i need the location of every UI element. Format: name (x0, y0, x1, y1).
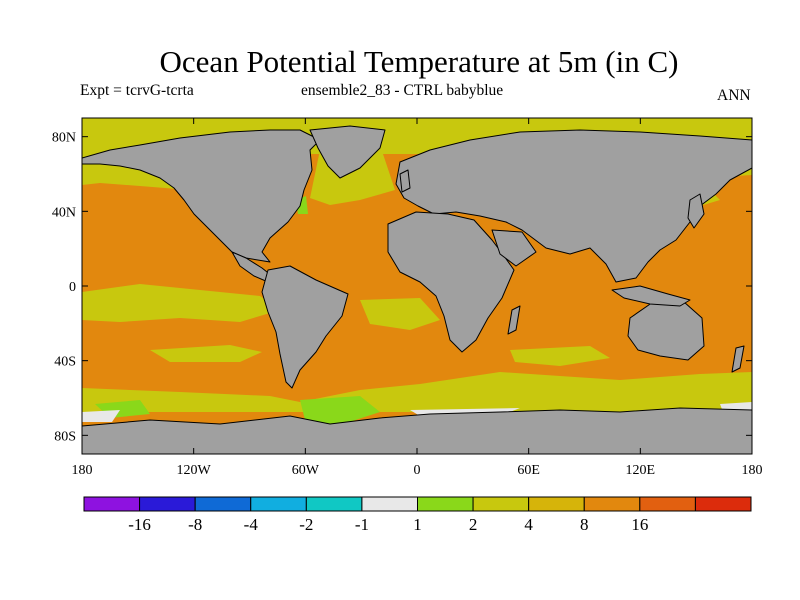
axis-ticks: 180 120W 60W 0 60E 120E 180 80N 40N 0 40S 80S (52, 118, 763, 478)
uk (399, 169, 411, 193)
weddell-green-patch (300, 396, 380, 425)
experiment-label: Expt = tcrvG-tcrta (80, 82, 194, 99)
colorbar-swatch (194, 496, 252, 512)
x-tick-label: 60W (292, 463, 320, 478)
colorbar-label: -1 (355, 515, 369, 534)
south-atlantic-yellow-band (360, 298, 440, 330)
south-america (261, 265, 349, 389)
japan (687, 193, 705, 229)
colorbar-swatch (83, 496, 141, 512)
colorbar-swatch (139, 496, 196, 512)
case-label: ensemble2_83 - CTRL babyblue (301, 82, 504, 99)
colorbar-swatch (694, 496, 752, 512)
southern-ocean-yellow-band (82, 372, 752, 412)
colorbar-swatch (639, 496, 696, 512)
north-america (82, 129, 321, 263)
colorbar-label: 16 (631, 515, 648, 534)
x-tick-label: 120E (626, 463, 656, 478)
tropical-pacific-yellow-band (82, 284, 280, 322)
y-tick-label: 80N (52, 131, 76, 146)
x-tick-label: 60E (517, 463, 540, 478)
chart-title: Ocean Potential Temperature at 5m (in C) (159, 44, 679, 79)
madagascar (507, 305, 521, 335)
arabian-peninsula (491, 229, 537, 267)
south-pacific-yellow-patch (150, 345, 262, 362)
colorbar-swatch (472, 496, 530, 512)
x-tick-label: 120W (177, 463, 212, 478)
colorbar-swatch (528, 496, 585, 512)
colorbar-label: -16 (128, 515, 151, 534)
colorbar-label: -8 (188, 515, 202, 534)
africa (387, 211, 515, 353)
antarctica (82, 407, 752, 454)
y-tick-label: 40S (54, 355, 76, 370)
season-label: ANN (717, 87, 751, 104)
colorbar-swatch (250, 496, 307, 512)
indonesia (611, 285, 691, 307)
colorbar-swatch (305, 496, 363, 512)
colorbar: -16 -8 -4 -2 -1 1 2 4 8 16 (83, 496, 752, 534)
eurasia (395, 129, 752, 283)
y-tick-label: 40N (52, 205, 76, 220)
y-tick-label: 0 (69, 280, 76, 295)
y-tick-label: 80S (54, 429, 76, 444)
colorbar-label: 2 (469, 515, 478, 534)
ross-sea-white-patch (82, 410, 120, 422)
land-mask (82, 125, 752, 454)
colorbar-label: 1 (413, 515, 422, 534)
colorbar-label: -4 (244, 515, 259, 534)
colorbar-swatch (583, 496, 641, 512)
x-tick-label: 180 (72, 463, 93, 478)
x-tick-label: 180 (742, 463, 763, 478)
colorbar-label: 4 (524, 515, 533, 534)
colorbar-label: 8 (580, 515, 589, 534)
colorbar-label: -2 (299, 515, 313, 534)
new-zealand (731, 345, 745, 373)
indian-ocean-yellow-patch (510, 346, 610, 366)
map-area (82, 118, 752, 454)
colorbar-swatch (417, 496, 474, 512)
colorbar-swatch (361, 496, 418, 512)
greenland (309, 125, 386, 179)
x-tick-label: 0 (414, 463, 421, 478)
